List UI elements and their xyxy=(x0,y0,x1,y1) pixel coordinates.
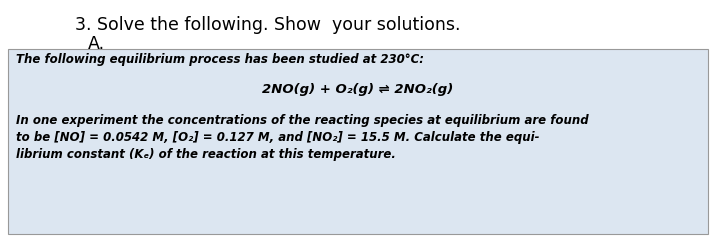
Text: 3. Solve the following. Show  your solutions.: 3. Solve the following. Show your soluti… xyxy=(75,16,460,34)
Text: to be [NO] = 0.0542 M, [O₂] = 0.127 M, and [NO₂] = 15.5 M. Calculate the equi-: to be [NO] = 0.0542 M, [O₂] = 0.127 M, a… xyxy=(16,131,539,144)
Text: In one experiment the concentrations of the reacting species at equilibrium are : In one experiment the concentrations of … xyxy=(16,114,589,127)
Text: The following equilibrium process has been studied at 230°C:: The following equilibrium process has be… xyxy=(16,53,424,66)
Text: A.: A. xyxy=(88,35,105,53)
FancyBboxPatch shape xyxy=(8,49,708,234)
Text: 2NO(g) + O₂(g) ⇌ 2NO₂(g): 2NO(g) + O₂(g) ⇌ 2NO₂(g) xyxy=(262,83,454,96)
Text: librium constant (Kₑ) of the reaction at this temperature.: librium constant (Kₑ) of the reaction at… xyxy=(16,148,396,161)
